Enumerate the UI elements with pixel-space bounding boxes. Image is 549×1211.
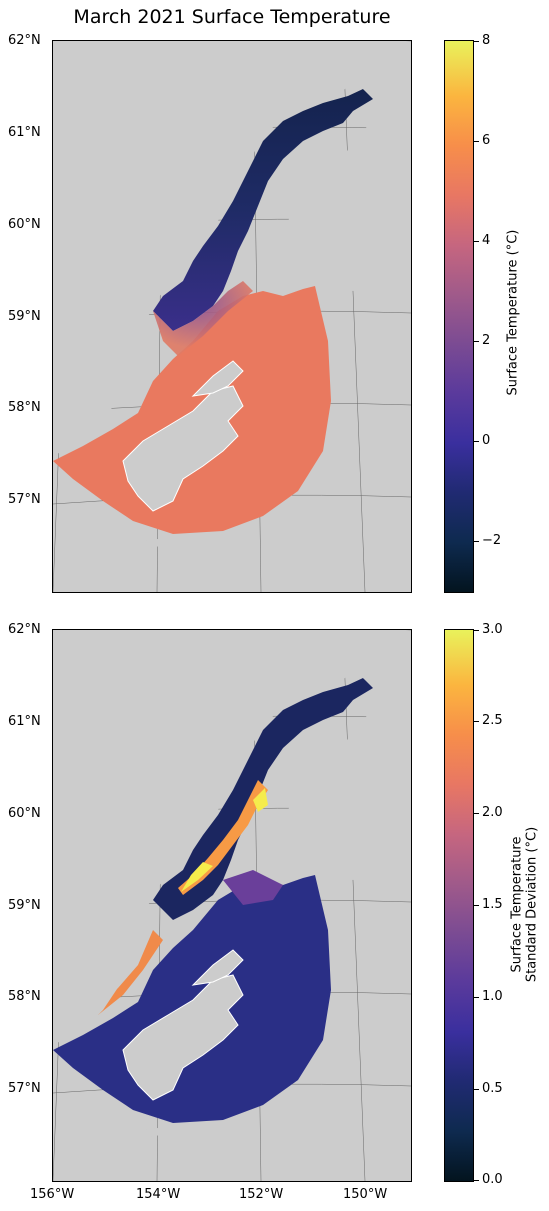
colorbar-tick — [473, 721, 479, 722]
colorbar-tick-label: 2.0 — [482, 805, 503, 820]
coastal-variability-strip — [93, 930, 163, 1015]
colorbar-tick — [473, 341, 479, 342]
colorbar-tick-label: 0 — [482, 433, 491, 448]
colorbar-tick-label: 3.0 — [482, 622, 503, 637]
colorbar-tick — [473, 441, 479, 442]
island-afognak — [191, 360, 244, 397]
lat-label: 61°N — [8, 714, 41, 729]
lon-label: 150°W — [343, 1187, 388, 1202]
lat-label: 59°N — [8, 309, 41, 324]
lat-label: 58°N — [8, 400, 41, 415]
colorbar-tick — [473, 141, 479, 142]
colorbar-tick-label: 8 — [482, 33, 491, 48]
island-small — [113, 1128, 161, 1142]
colorbar-tick — [473, 41, 479, 42]
inlet-region — [153, 89, 373, 331]
lat-label: 57°N — [8, 492, 41, 507]
lon-label: 152°W — [239, 1187, 284, 1202]
ocean-region — [53, 875, 331, 1123]
figure-title: March 2021 Surface Temperature — [73, 6, 391, 28]
colorbar-tick-label: 0.5 — [482, 1081, 503, 1096]
colorbar-label-line2: Standard Deviation (°C) — [524, 826, 540, 983]
lon-label: 154°W — [136, 1187, 181, 1202]
colorbar-tick-label: 2 — [482, 333, 491, 348]
mainland-east — [285, 41, 411, 291]
lat-label: 58°N — [8, 989, 41, 1004]
mainland-west — [53, 630, 411, 1045]
lat-label: 62°N — [8, 622, 41, 637]
lon-label: 156°W — [30, 1187, 75, 1202]
lat-label: 61°N — [8, 125, 41, 140]
std-deviation-colorbar — [444, 629, 474, 1182]
colorbar-tick-label: −2 — [482, 533, 502, 548]
colorbar-tick — [473, 1089, 479, 1090]
inlet-mixing-zone — [153, 281, 253, 356]
colorbar-tick-label: 6 — [482, 133, 491, 148]
colorbar-tick — [473, 241, 479, 242]
lat-label: 60°N — [8, 217, 41, 232]
colorbar-tick-label: 2.5 — [482, 713, 503, 728]
colorbar-label: Surface Temperature (°C) — [505, 229, 521, 396]
colorbar-tick-label: 1.0 — [482, 989, 503, 1004]
mainland-west — [53, 41, 411, 456]
colorbar-tick — [473, 541, 479, 542]
colorbar-label-line1: Surface Temperature — [509, 836, 525, 973]
colorbar-tick-label: 1.5 — [482, 897, 503, 912]
lat-label: 62°N — [8, 33, 41, 48]
island-small — [113, 539, 161, 553]
island-afognak — [191, 949, 244, 986]
lat-label: 57°N — [8, 1081, 41, 1096]
ocean-region — [53, 286, 331, 534]
lat-label: 60°N — [8, 806, 41, 821]
hotspot-core — [181, 788, 268, 892]
colorbar-tick — [473, 1180, 479, 1181]
temperature-map — [53, 41, 411, 592]
colorbar-tick — [473, 905, 479, 906]
temperature-colorbar — [444, 40, 474, 593]
colorbar-tick-label: 0.0 — [482, 1172, 503, 1187]
std-deviation-map — [53, 630, 411, 1181]
colorbar-tick — [473, 630, 479, 631]
island-kodiak — [122, 385, 244, 512]
island-kodiak — [122, 974, 244, 1101]
temperature-map-panel — [52, 40, 412, 593]
lat-label: 59°N — [8, 898, 41, 913]
std-deviation-map-panel — [52, 629, 412, 1182]
colorbar-tick — [473, 997, 479, 998]
high-variability-band — [178, 780, 268, 895]
colorbar-tick — [473, 813, 479, 814]
mainland-east — [285, 630, 411, 880]
mid-variability-zone — [223, 870, 283, 905]
colorbar-tick-label: 4 — [482, 233, 491, 248]
